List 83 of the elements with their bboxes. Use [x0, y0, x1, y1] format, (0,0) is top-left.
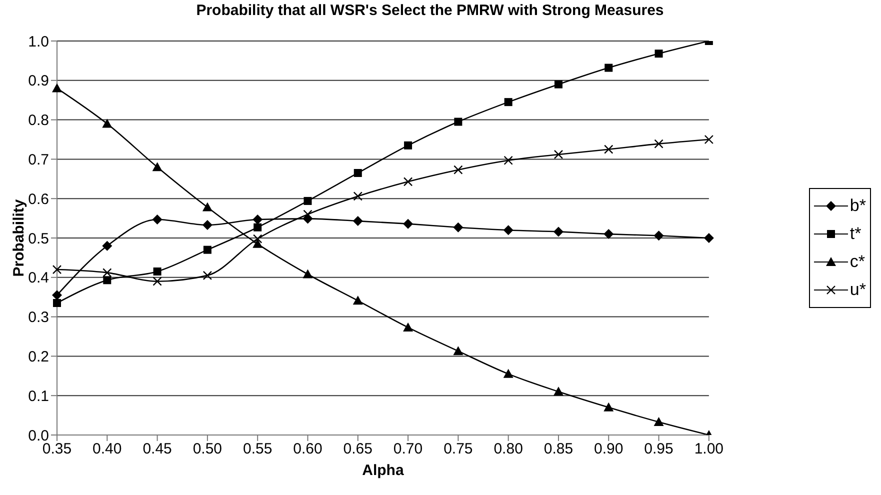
- point: [252, 234, 262, 244]
- x-tick-label: 0.45: [142, 440, 172, 458]
- point: [52, 83, 62, 92]
- point: [252, 238, 263, 248]
- y-tick-label: 0.6: [28, 190, 49, 208]
- point: [304, 196, 312, 205]
- point: [152, 162, 162, 172]
- point: [604, 144, 614, 154]
- point: [202, 270, 212, 280]
- point: [604, 229, 614, 240]
- y-tick-label: 0.1: [28, 388, 49, 405]
- x-tick-label: 0.50: [192, 440, 222, 458]
- point: [303, 210, 312, 219]
- point: [403, 218, 414, 229]
- point: [403, 177, 413, 186]
- point: [102, 268, 112, 278]
- point: [654, 50, 663, 58]
- x-tick-label: 0.55: [242, 440, 272, 458]
- x-tick-label: 0.65: [343, 440, 372, 458]
- y-tick-label: 0.7: [28, 152, 49, 169]
- point: [504, 98, 512, 106]
- point: [453, 346, 464, 356]
- point: [454, 165, 463, 174]
- point: [202, 202, 212, 212]
- point: [604, 64, 613, 72]
- point: [554, 80, 562, 88]
- point: [153, 267, 162, 276]
- y-axis-title: Probability: [10, 198, 28, 277]
- y-tick-label: 0.9: [28, 72, 49, 90]
- x-tick-label: 0.95: [644, 440, 674, 458]
- point: [504, 156, 513, 165]
- point: [404, 141, 412, 150]
- legend-label: u*: [850, 280, 866, 300]
- point: [553, 226, 564, 237]
- x-tick-label: 0.70: [393, 440, 423, 458]
- point: [102, 118, 112, 128]
- point: [654, 417, 664, 426]
- x-tick-label: 1.00: [694, 440, 724, 458]
- y-tick-label: 0.8: [28, 112, 49, 130]
- point: [654, 230, 664, 241]
- point: [53, 299, 61, 308]
- x-axis-title: Alpha: [362, 462, 404, 479]
- point: [252, 214, 263, 224]
- point: [352, 216, 363, 226]
- legend-label: c*: [850, 252, 866, 272]
- point: [102, 240, 112, 251]
- point: [103, 276, 112, 284]
- y-tick-label: 1.0: [28, 33, 49, 50]
- y-tick-label: 0.4: [28, 270, 49, 287]
- point: [604, 402, 614, 412]
- point: [352, 296, 363, 305]
- point: [52, 264, 62, 274]
- point: [453, 222, 464, 232]
- x-tick-label: 0.75: [444, 440, 473, 458]
- point: [353, 192, 362, 201]
- point: [202, 220, 212, 230]
- point: [152, 276, 162, 286]
- y-tick-label: 0.2: [28, 348, 49, 366]
- point: [704, 134, 714, 144]
- point: [503, 368, 514, 378]
- y-tick-label: 0.3: [28, 309, 49, 326]
- legend-label: t*: [850, 224, 862, 244]
- point: [52, 290, 62, 300]
- x-tick-label: 0.40: [92, 440, 122, 458]
- point: [152, 214, 162, 224]
- point: [302, 269, 313, 278]
- x-tick-label: 0.90: [594, 440, 624, 458]
- y-tick-label: 0.5: [28, 230, 49, 248]
- chart-title: Probability that all WSR's Select the PMRW with Strong Measures: [195, 2, 665, 19]
- point: [203, 246, 212, 254]
- point: [354, 168, 362, 177]
- point: [554, 150, 564, 160]
- point: [654, 139, 664, 148]
- point: [503, 225, 514, 236]
- x-tick-label: 0.80: [494, 440, 523, 458]
- point: [454, 118, 462, 126]
- point: [403, 322, 414, 332]
- point: [553, 386, 564, 396]
- point: [254, 223, 262, 232]
- point: [704, 233, 714, 243]
- legend-label: b*: [850, 196, 866, 216]
- x-tick-label: 0.85: [544, 440, 574, 458]
- x-tick-label: 0.60: [293, 440, 322, 458]
